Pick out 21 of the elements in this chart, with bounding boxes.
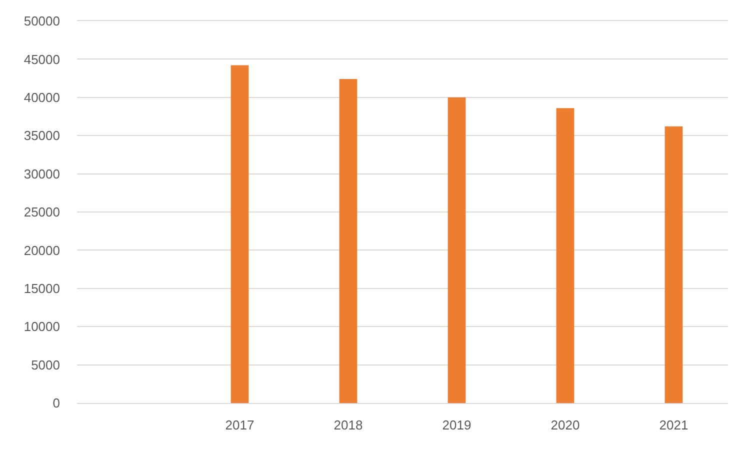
x-tick-label: 2018	[334, 418, 363, 433]
x-tick-label: 2021	[659, 418, 688, 433]
y-tick-label: 30000	[24, 166, 60, 182]
x-tick-label: 2020	[550, 418, 580, 433]
y-tick-label: 40000	[24, 90, 60, 105]
y-tick-label: 45000	[24, 52, 60, 67]
y-tick-label: 0	[52, 396, 60, 411]
y-tick-label: 25000	[24, 204, 60, 220]
bar	[664, 126, 683, 403]
bar	[339, 79, 358, 403]
x-tick-label: 2017	[225, 418, 254, 433]
bar	[230, 65, 249, 403]
y-tick-label: 20000	[24, 242, 60, 258]
y-tick-label: 50000	[24, 14, 60, 29]
x-tick-label: 2019	[442, 418, 472, 433]
y-tick-label: 10000	[24, 319, 60, 334]
y-tick-label: 15000	[24, 280, 60, 296]
y-tick-label: 5000	[31, 357, 60, 372]
y-tick-label: 35000	[24, 128, 60, 144]
bar	[556, 108, 574, 403]
bar	[448, 97, 466, 403]
